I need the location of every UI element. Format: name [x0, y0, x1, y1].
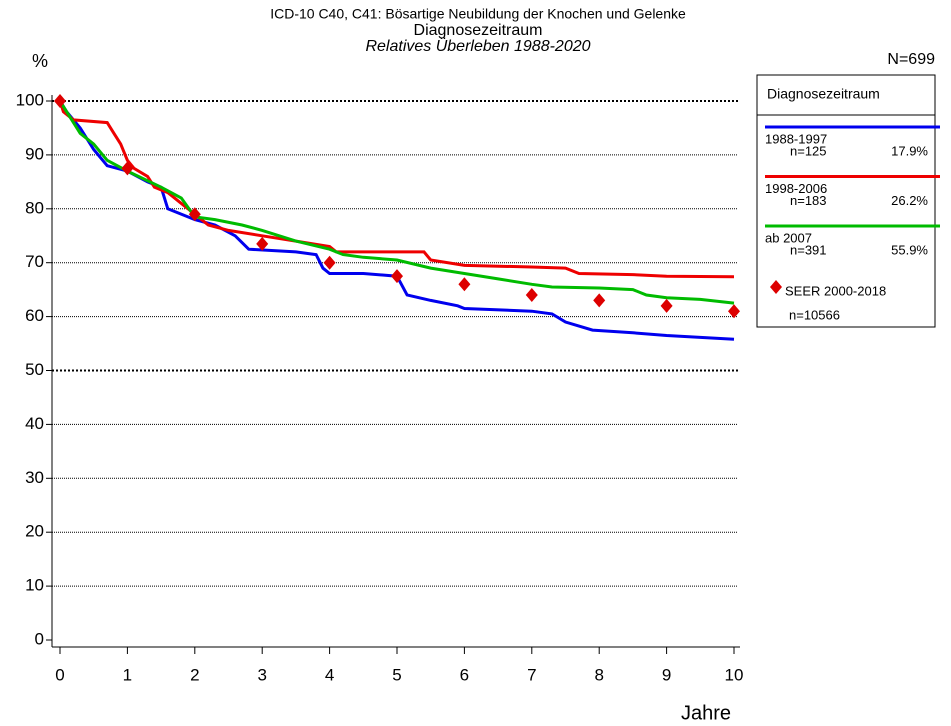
reference-marker — [121, 161, 134, 176]
y-tick-label: 90 — [25, 144, 44, 163]
x-tick-label: 1 — [123, 665, 132, 684]
y-tick-label: 50 — [25, 360, 44, 379]
y-tick-label: 40 — [25, 414, 44, 433]
reference-marker — [728, 304, 740, 319]
legend-share: 26.2% — [891, 193, 928, 208]
y-tick-label: 30 — [25, 468, 44, 487]
x-tick-label: 5 — [392, 665, 401, 684]
legend-count: n=10566 — [789, 307, 840, 322]
reference-marker — [593, 293, 606, 308]
chart-subtitle: Diagnosezeitraum — [414, 22, 543, 39]
legend-label: 1988-1997 — [765, 131, 827, 146]
legend-title: Diagnosezeitraum — [767, 86, 880, 102]
survival-line — [58, 100, 735, 341]
reference-marker — [391, 269, 403, 284]
x-axis-label: Jahre — [681, 702, 731, 724]
chart-subtitle: Relatives Überleben 1988-2020 — [365, 37, 590, 55]
y-tick-label: 0 — [35, 629, 44, 648]
reference-marker — [54, 94, 66, 108]
y-tick-label: 20 — [25, 522, 44, 541]
legend-label: ab 2007 — [765, 230, 812, 245]
reference-marker — [256, 236, 269, 251]
legend-count: n=391 — [790, 242, 827, 257]
y-tick-label: 80 — [25, 198, 44, 217]
x-tick-label: 9 — [662, 665, 671, 684]
x-tick-label: 4 — [325, 665, 334, 684]
y-tick-label: 100 — [16, 90, 44, 109]
x-tick-label: 8 — [594, 665, 603, 684]
reference-marker — [323, 255, 336, 270]
reference-marker — [660, 298, 673, 313]
reference-marker — [188, 207, 201, 222]
x-tick-label: 2 — [190, 665, 199, 684]
x-tick-label: 0 — [55, 665, 64, 684]
legend-marker — [770, 280, 782, 294]
survival-line — [58, 100, 735, 305]
legend-label: SEER 2000-2018 — [785, 283, 886, 298]
reference-marker — [525, 288, 538, 303]
y-tick-label: 60 — [25, 306, 44, 325]
total-count: N=699 — [887, 51, 935, 68]
legend-label: 1998-2006 — [765, 181, 827, 196]
legend-box — [756, 74, 936, 328]
y-axis-label: % — [32, 51, 48, 71]
y-tick-label: 70 — [25, 252, 44, 271]
chart-title: ICD-10 C40, C41: Bösartige Neubildung de… — [270, 6, 686, 22]
x-tick-label: 7 — [527, 665, 536, 684]
legend-share: 55.9% — [891, 242, 928, 257]
x-tick-label: 6 — [460, 665, 469, 684]
legend-count: n=183 — [790, 193, 827, 208]
x-tick-label: 10 — [725, 665, 744, 684]
y-tick-label: 10 — [25, 576, 44, 595]
legend-count: n=125 — [790, 143, 827, 158]
x-tick-label: 3 — [257, 665, 266, 684]
reference-marker — [458, 277, 471, 292]
legend-share: 17.9% — [891, 143, 928, 158]
survival-line — [58, 100, 735, 279]
